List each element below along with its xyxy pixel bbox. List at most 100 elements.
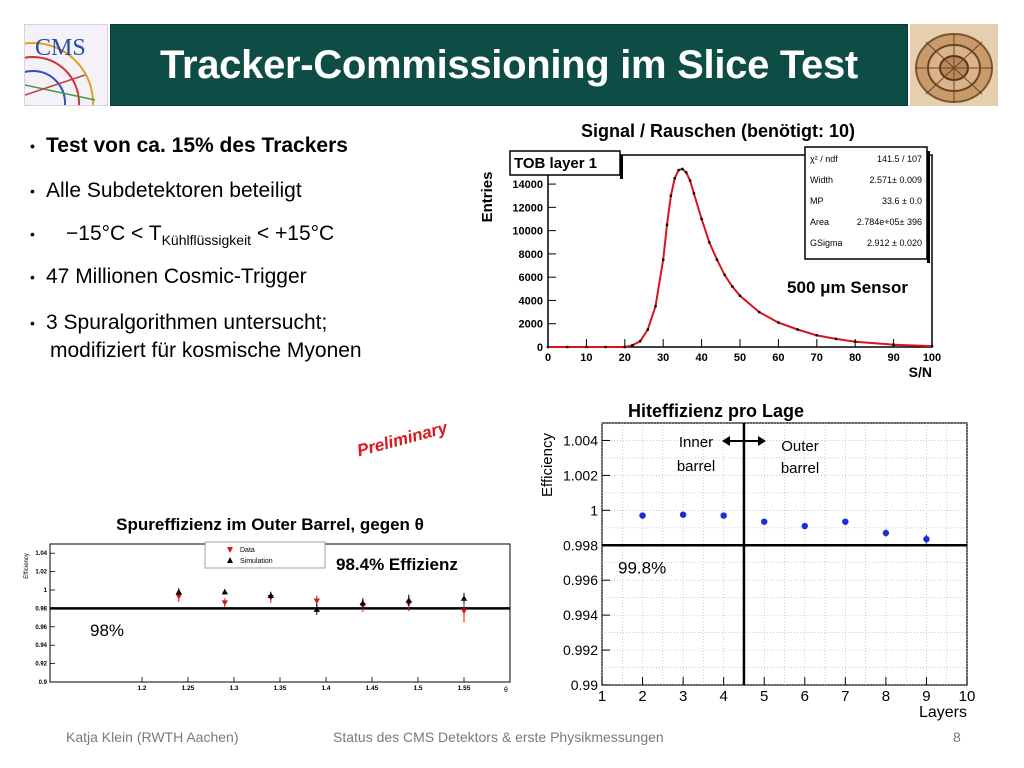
- legend: Data Simulation: [204, 541, 326, 569]
- cms-logo-text: CMS: [35, 35, 86, 61]
- data-point: [715, 258, 719, 261]
- stats-value: 2.912 ± 0.020: [867, 238, 922, 248]
- simulation-point: [313, 606, 320, 612]
- preliminary-label: Preliminary: [355, 418, 450, 461]
- data-point: [930, 344, 934, 348]
- x-tick-label: 0: [545, 352, 551, 364]
- x-tick-label: 7: [841, 688, 849, 705]
- stats-frame: [804, 146, 928, 260]
- reference-label: 99.8%: [618, 558, 666, 577]
- slide-title: Tracker-Commissioning im Slice Test: [160, 42, 858, 87]
- x-tick-label: 2: [638, 688, 646, 705]
- data-point: [801, 522, 808, 530]
- legend-sim-marker: [227, 557, 233, 563]
- x-tick-label: 5: [760, 688, 768, 705]
- footer-author: Katja Klein (RWTH Aachen): [66, 729, 239, 745]
- legend-sim-label: Simulation: [240, 558, 273, 565]
- bullet-5-text: 3 Spuralgorithmen untersucht;: [46, 311, 328, 334]
- bullet-5-continuation: modifiziert für kosmische Myonen: [50, 339, 362, 362]
- chart-title: Spureffizienz im Outer Barrel, gegen θ: [116, 515, 424, 534]
- region-right-line2: barrel: [781, 460, 819, 477]
- y-axis-label: Efficiency: [539, 433, 556, 497]
- data-point: [720, 512, 727, 519]
- data-point: [654, 305, 657, 308]
- bullet-1: • Test von ca. 15% des Trackers: [30, 133, 348, 159]
- data-point: [665, 223, 669, 227]
- bullet-5: • 3 Spuralgorithmen untersucht;: [30, 310, 327, 336]
- bullet-4: • 47 Millionen Cosmic-Trigger: [30, 264, 307, 290]
- data-point: [842, 518, 849, 525]
- cms-logo-graphic: CMS: [25, 35, 96, 105]
- bullet-1-text: Test von ca. 15% des Trackers: [46, 134, 348, 157]
- region-left-line2: barrel: [677, 458, 715, 475]
- x-axis-label: S/N: [909, 364, 932, 380]
- simulation-point: [405, 597, 412, 603]
- x-tick-label: 1.3: [229, 685, 238, 692]
- data-point: [708, 241, 711, 244]
- footer-talk: Status des CMS Detektors & erste Physikm…: [333, 729, 664, 745]
- y-tick-label: 0.996: [563, 572, 598, 588]
- region-left-line1: Inner: [679, 434, 713, 451]
- stats-box: χ² / ndf 141.5 / 107 Width 2.571± 0.009 MP 33…: [804, 146, 930, 263]
- data-point: [923, 535, 930, 543]
- y-tick-label: 0.96: [35, 625, 47, 631]
- legend-shadow: [620, 155, 623, 179]
- y-tick-label: 0.992: [563, 642, 598, 658]
- data-point: [175, 593, 182, 600]
- bullet-3-subscript: Kühlflüssigkeit: [161, 232, 252, 249]
- data-point: [679, 511, 687, 518]
- region-arrow-right-head: [758, 436, 766, 446]
- x-tick-label: 70: [811, 352, 823, 364]
- x-tick-label: 20: [619, 352, 631, 364]
- data-point: [700, 217, 703, 221]
- data-point: [639, 512, 646, 519]
- y-tick-label: 2000: [519, 319, 543, 331]
- y-tick-label: 1.002: [563, 467, 598, 483]
- y-tick-label: 14000: [512, 179, 543, 191]
- fit-curve: [548, 167, 933, 348]
- y-tick-label: 0: [537, 342, 543, 354]
- x-tick-label: 1.45: [366, 685, 379, 692]
- bullet-3-suffix: < +15°C: [251, 222, 335, 245]
- stats-value: 2.571± 0.009: [870, 175, 922, 185]
- simulation-point: [359, 599, 366, 606]
- region-right-line1: Outer: [781, 438, 819, 455]
- data-point: [546, 345, 550, 349]
- x-tick-label: 1.2: [137, 685, 146, 692]
- legend-box: [204, 541, 326, 569]
- data-point: [681, 167, 684, 171]
- data-point: [761, 518, 768, 525]
- x-tick-label: 10: [959, 688, 976, 705]
- bullet-dot: •: [30, 269, 35, 286]
- data-point: [688, 179, 692, 182]
- y-tick-label: 12000: [512, 202, 543, 214]
- legend-label: TOB layer 1: [514, 155, 597, 172]
- x-tick-label: 1.5: [413, 685, 422, 692]
- y-tick-label: 4000: [519, 295, 543, 307]
- tracker-photo-graphic: [910, 24, 998, 106]
- x-tick-label: 4: [719, 688, 727, 705]
- x-tick-label: 1.55: [458, 685, 471, 692]
- y-tick-label: 1.04: [35, 551, 47, 557]
- x-axis-label: Layers: [919, 704, 967, 721]
- hit-efficiency-chart: Hiteffizienz pro Lage 1 2 3 4 5 6 7 8 9 10 0.99 0.99…: [539, 401, 976, 721]
- x-tick-label: 6: [801, 688, 809, 705]
- x-tick-label: 9: [922, 688, 930, 705]
- simulation-point: [221, 588, 228, 595]
- data-point: [604, 345, 607, 349]
- y-tick-label: 6000: [519, 272, 543, 284]
- x-tick-label: 40: [695, 352, 707, 364]
- legend: TOB layer 1: [509, 150, 623, 179]
- y-axis-label: Entries: [479, 172, 496, 223]
- data-point: [669, 194, 673, 197]
- data-point: [221, 600, 228, 606]
- x-tick-label: 1: [598, 688, 606, 705]
- y-tick-label: 0.998: [563, 537, 598, 553]
- bullet-4-text: 47 Millionen Cosmic-Trigger: [46, 265, 307, 288]
- x-tick-label: 90: [887, 352, 899, 364]
- y-tick-label: 0.92: [35, 662, 47, 668]
- data-point: [685, 171, 688, 174]
- track-efficiency-chart: Spureffizienz im Outer Barrel, gegen θ 1.…: [24, 515, 511, 694]
- legend-data-marker: [227, 547, 233, 553]
- simulation-point: [460, 595, 468, 601]
